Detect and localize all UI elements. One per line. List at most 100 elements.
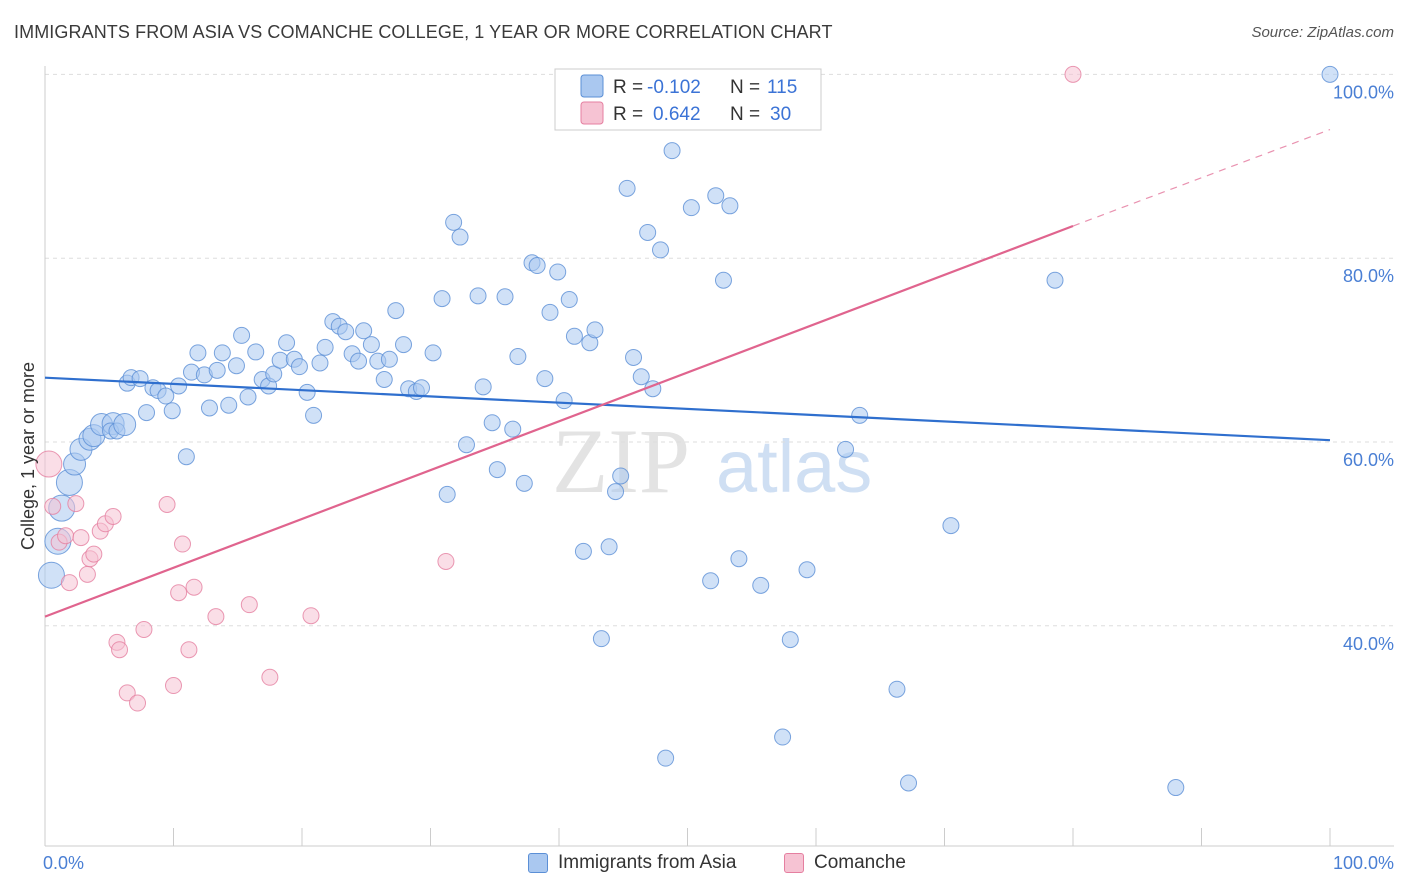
y-tick-label: 60.0% — [1343, 450, 1394, 470]
source-credit: Source: ZipAtlas.com — [1251, 24, 1394, 41]
asia-point — [781, 631, 799, 649]
asia-point — [798, 561, 816, 579]
asia-point — [395, 336, 413, 354]
asia-point — [900, 774, 918, 792]
x-tick-label: 100.0% — [1333, 853, 1394, 873]
comanche-point — [207, 608, 225, 626]
asia-point — [474, 378, 492, 396]
asia-point — [469, 287, 487, 305]
comanche-point — [67, 495, 85, 513]
asia-point — [1321, 65, 1339, 83]
comanche-point — [170, 584, 188, 602]
asia-point — [311, 354, 329, 372]
asia-point — [200, 399, 218, 417]
legend-swatch-asia-bottom — [528, 853, 548, 873]
asia-point — [163, 402, 181, 420]
asia-point — [702, 572, 720, 590]
asia-point — [438, 485, 456, 503]
asia-point — [213, 344, 231, 362]
y-tick-label: 40.0% — [1343, 634, 1394, 654]
asia-point — [298, 383, 316, 401]
series-legend: Immigrants from Asia Comanche — [0, 852, 1406, 878]
asia-point — [752, 576, 770, 594]
asia-point — [157, 387, 175, 405]
legend-r-label-asia: R = — [613, 77, 643, 98]
comanche-point — [60, 574, 78, 592]
gridlines — [45, 73, 1394, 627]
comanche-point — [437, 552, 455, 570]
asia-point — [549, 263, 567, 281]
asia-point — [774, 728, 792, 746]
comanche-point — [78, 565, 96, 583]
asia-point — [612, 467, 630, 485]
asia-point — [457, 436, 475, 454]
asia-point — [451, 228, 469, 246]
tick-labels: 40.0% 60.0% 80.0% 100.0% 0.0% 100.0% — [43, 82, 1394, 873]
comanche-point — [1064, 65, 1082, 83]
asia-point — [682, 199, 700, 217]
asia-point — [413, 379, 431, 397]
asia-point — [837, 440, 855, 458]
asia-point — [565, 327, 583, 345]
trend-line-comanche-extension — [1072, 128, 1331, 227]
trend-line-comanche — [44, 224, 1074, 618]
asia-point — [607, 483, 625, 501]
asia-point — [247, 343, 265, 361]
asia-point — [663, 142, 681, 160]
comanche-point — [72, 529, 90, 547]
comanche-point — [185, 578, 203, 596]
asia-point — [445, 213, 463, 231]
asia-point — [541, 303, 559, 321]
legend-n-value-comanche: 30 — [770, 104, 791, 125]
data-points — [35, 65, 1339, 797]
asia-point — [1167, 779, 1185, 797]
asia-point — [37, 561, 65, 589]
legend-label-comanche: Comanche — [814, 852, 906, 873]
legend-item-asia: Immigrants from Asia — [528, 852, 736, 874]
comanche-point — [135, 620, 153, 638]
correlation-legend: R = -0.102 N = 115 R = 0.642 N = 30 — [554, 68, 822, 131]
legend-swatch-comanche-bottom — [784, 853, 804, 873]
asia-point — [239, 388, 257, 406]
asia-point — [618, 179, 636, 197]
comanche-point — [180, 641, 198, 659]
asia-point — [555, 392, 573, 410]
legend-n-value-asia: 115 — [767, 77, 797, 98]
comanche-point — [129, 694, 147, 712]
asia-point — [600, 538, 618, 556]
asia-point — [387, 302, 405, 320]
comanche-point — [165, 677, 182, 695]
asia-point — [560, 291, 578, 309]
asia-point — [316, 338, 334, 356]
asia-point — [504, 420, 522, 438]
asia-point — [380, 350, 398, 368]
asia-point — [625, 348, 643, 366]
asia-point — [290, 358, 308, 376]
trend-line-asia — [44, 376, 1331, 442]
asia-point — [586, 321, 604, 339]
legend-n-label-comanche: N = — [730, 104, 760, 125]
asia-point — [1046, 271, 1064, 289]
asia-point — [888, 680, 906, 698]
asia-point — [177, 448, 195, 466]
trend-lines — [44, 128, 1331, 618]
legend-r-value-comanche: 0.642 — [653, 104, 701, 125]
comanche-point — [57, 527, 75, 545]
asia-point — [652, 241, 670, 259]
legend-label-asia: Immigrants from Asia — [558, 852, 737, 873]
asia-point — [515, 474, 533, 492]
asia-point — [528, 257, 546, 275]
comanche-point — [240, 596, 258, 614]
asia-point — [496, 288, 514, 306]
y-tick-label: 80.0% — [1343, 266, 1394, 286]
comanche-point — [104, 507, 122, 525]
asia-point — [714, 271, 732, 289]
asia-point — [433, 290, 451, 308]
comanche-point — [44, 497, 62, 515]
y-axis-label: College, 1 year or more — [18, 362, 38, 550]
asia-point — [730, 550, 748, 568]
comanche-point — [302, 607, 320, 625]
asia-point — [337, 323, 355, 341]
asia-point — [113, 413, 137, 437]
